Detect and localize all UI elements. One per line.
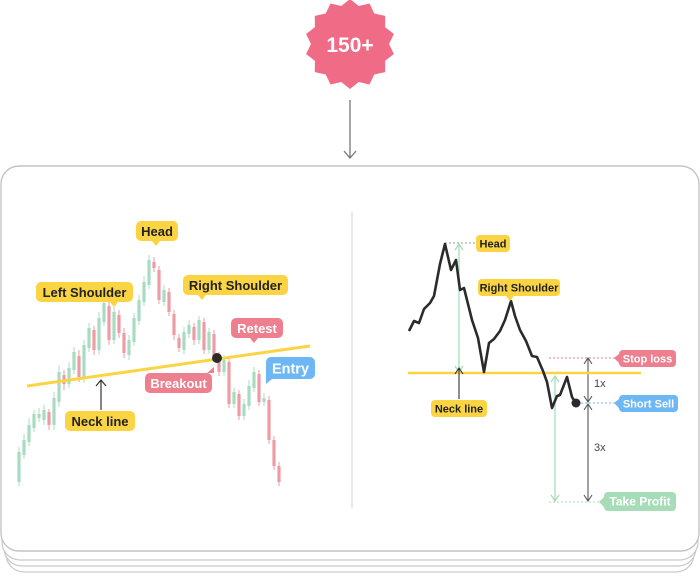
- candle-body: [17, 452, 21, 482]
- ratio-1x: 1x: [594, 378, 606, 390]
- candle-body: [267, 400, 271, 440]
- candle-body: [72, 352, 76, 370]
- candle-body: [127, 340, 131, 355]
- candle-body: [222, 360, 226, 372]
- candle-body: [137, 300, 141, 321]
- candle-body: [112, 312, 116, 340]
- neck-line: [26, 344, 311, 388]
- svg-text:Neck line: Neck line: [71, 414, 128, 429]
- svg-text:Head: Head: [141, 224, 173, 239]
- label-breakout: Breakout: [145, 367, 214, 393]
- candle-body: [122, 333, 126, 353]
- candle-body: [247, 386, 251, 406]
- candle-body: [242, 404, 246, 416]
- candle-body: [117, 315, 121, 333]
- label-right-shoulder-right: Right Shoulder: [478, 279, 560, 301]
- candle-body: [27, 425, 31, 442]
- candle-body: [102, 303, 106, 322]
- entry-dot-right: [571, 398, 581, 408]
- candle-body: [77, 356, 81, 377]
- candle-body: [197, 320, 201, 340]
- candle-body: [157, 270, 161, 300]
- candle-body: [187, 325, 191, 334]
- candle-body: [42, 410, 46, 420]
- label-take-profit: Take Profit: [599, 492, 676, 511]
- candle-body: [167, 292, 171, 312]
- candle-body: [147, 260, 151, 285]
- candle-body: [192, 327, 196, 340]
- candle-body: [252, 372, 256, 388]
- candle-body: [277, 466, 281, 482]
- svg-text:Take Profit: Take Profit: [609, 495, 670, 509]
- svg-text:Head: Head: [480, 239, 507, 251]
- candle-body: [207, 332, 211, 350]
- label-stop-loss: Stop loss: [614, 350, 676, 367]
- svg-text:Short Sell: Short Sell: [623, 399, 674, 411]
- candle-body: [172, 314, 176, 335]
- candle-body: [177, 338, 181, 348]
- label-left-shoulder: Left Shoulder: [36, 282, 133, 307]
- label-retest: Retest: [231, 318, 283, 343]
- label-neck-line-right: Neck line: [431, 400, 487, 417]
- candle-body: [67, 368, 71, 384]
- candle-body: [47, 412, 51, 425]
- candle-body: [92, 330, 96, 350]
- candle-body: [52, 398, 56, 425]
- badge-star-shape: [306, 0, 394, 89]
- ratio-3x: 3x: [594, 442, 606, 454]
- down-arrow: [343, 100, 357, 159]
- right-chart: [407, 242, 641, 503]
- svg-text:Right Shoulder: Right Shoulder: [189, 278, 282, 293]
- main-card: [0, 165, 700, 552]
- badge-text: 150+: [326, 34, 373, 57]
- svg-text:Breakout: Breakout: [150, 376, 207, 391]
- svg-text:Right Shoulder: Right Shoulder: [480, 283, 560, 295]
- label-head-right: Head: [476, 235, 510, 252]
- candle-body: [257, 374, 261, 402]
- candle-body: [272, 440, 276, 466]
- candle-body: [57, 372, 61, 402]
- svg-text:Entry: Entry: [272, 362, 309, 378]
- candle-body: [182, 332, 186, 350]
- candle-body: [142, 282, 146, 302]
- candle-body: [162, 290, 166, 302]
- breakout-dot: [212, 353, 222, 363]
- candle-body: [152, 262, 156, 268]
- label-right-shoulder: Right Shoulder: [183, 275, 288, 300]
- candle-body: [97, 318, 101, 350]
- price-path: [407, 242, 577, 410]
- candle-body: [87, 328, 91, 348]
- candle-body: [237, 394, 241, 416]
- candle-body: [32, 414, 36, 428]
- candle-body: [217, 356, 221, 372]
- candle-body: [22, 440, 26, 455]
- candle-body: [202, 322, 206, 350]
- label-head: Head: [136, 221, 178, 246]
- candle-body: [82, 345, 86, 378]
- label-short-sell: Short Sell: [614, 395, 678, 412]
- label-entry: Entry: [266, 357, 315, 384]
- candle-body: [107, 306, 111, 340]
- label-neck-line-left: Neck line: [65, 379, 135, 431]
- card-stack: [0, 165, 700, 573]
- svg-text:Left Shoulder: Left Shoulder: [43, 285, 127, 300]
- svg-text:Stop loss: Stop loss: [623, 354, 673, 366]
- candle-body: [212, 334, 216, 356]
- svg-text:Retest: Retest: [237, 321, 277, 336]
- svg-text:Neck line: Neck line: [435, 404, 483, 416]
- count-badge: 150+: [306, 0, 394, 89]
- candle-body: [37, 414, 41, 418]
- candlestick-chart: [17, 255, 281, 486]
- candle-body: [227, 362, 231, 404]
- candle-body: [262, 398, 266, 402]
- candle-body: [132, 318, 136, 342]
- candle-body: [232, 392, 236, 404]
